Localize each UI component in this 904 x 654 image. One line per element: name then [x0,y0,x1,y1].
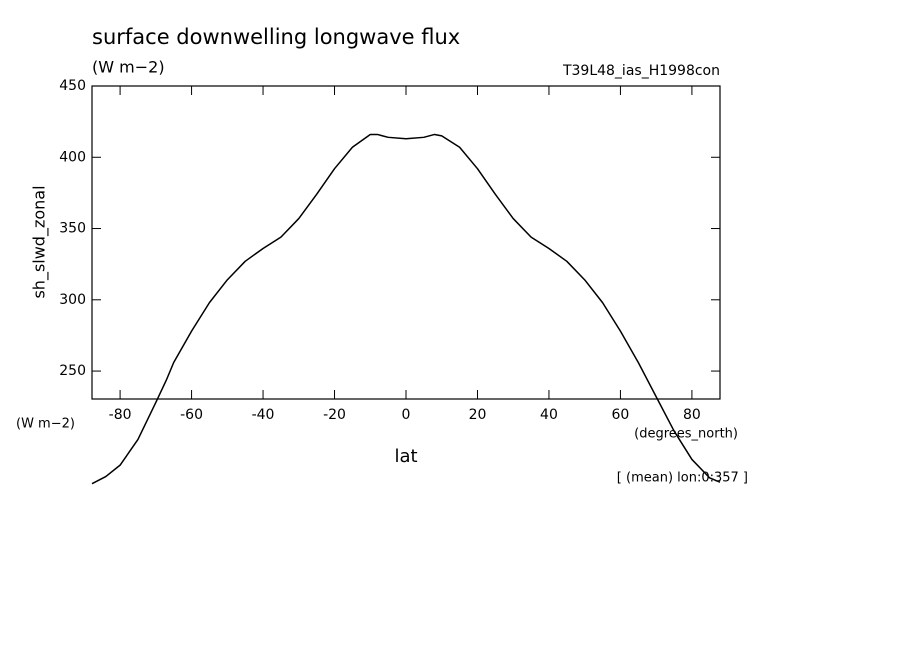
y-axis-label: sh_slwd_zonal [30,185,50,298]
x-tick-label: 80 [683,407,701,423]
y-tick-label: 250 [59,363,86,379]
x-tick-label: -80 [109,407,132,423]
y-tick-label: 300 [59,292,86,308]
x-tick-label: 0 [402,407,411,423]
y-tick-label: 450 [59,78,86,94]
y-tick-label: 350 [59,221,86,237]
x-tick-label: 60 [612,407,630,423]
plot-frame [91,85,721,400]
x-axis-label: lat [394,446,417,467]
chart-title: surface downwelling longwave flux [92,25,460,49]
x-tick-label: -20 [323,407,346,423]
x-tick-label: -40 [252,407,275,423]
x-units: (degrees_north) [634,427,738,442]
dataset-label: T39L48_ias_H1998con [562,63,720,79]
x-tick-label: 40 [540,407,558,423]
y-units: (W m−2) [16,417,75,432]
y-tick-label: 400 [59,149,86,165]
data-line [91,133,721,485]
x-tick-label: -60 [180,407,203,423]
annotation: [ (mean) lon:0:357 ] [617,471,748,486]
subtitle: (W m−2) [92,58,165,77]
x-tick-label: 20 [469,407,487,423]
